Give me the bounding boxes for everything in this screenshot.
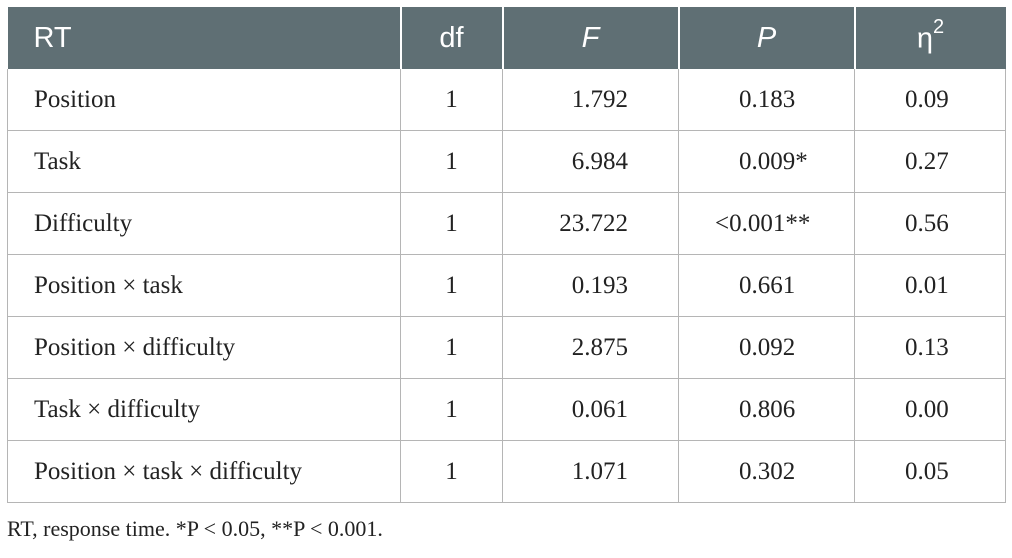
- cell-term: Task: [7, 130, 401, 193]
- cell-df: 1: [400, 254, 503, 317]
- cell-p: 0.092: [678, 316, 855, 379]
- cell-df: 1: [400, 192, 503, 255]
- header-f: F: [501, 7, 679, 69]
- cell-term: Position × difficulty: [7, 316, 401, 379]
- cell-f: 1.792: [502, 69, 679, 131]
- header-p: P: [677, 7, 855, 69]
- table-row: Task × difficulty 1 0.061 0.806 0.00: [7, 378, 1006, 441]
- table-container: RT df F P η2 Position 1 1.792 0.183 0.09…: [7, 7, 1006, 542]
- table-row: Position × task × difficulty 1 1.071 0.3…: [7, 440, 1006, 503]
- table-row: Position 1 1.792 0.183 0.09: [7, 69, 1006, 131]
- cell-df: 1: [400, 378, 503, 441]
- cell-term: Difficulty: [7, 192, 401, 255]
- cell-p: 0.661: [678, 254, 855, 317]
- cell-term: Position × task: [7, 254, 401, 317]
- table-row: Position × difficulty 1 2.875 0.092 0.13: [7, 316, 1006, 379]
- cell-eta2: 0.00: [854, 378, 1006, 441]
- header-eta-squared: η2: [853, 7, 1006, 69]
- cell-df: 1: [400, 130, 503, 193]
- anova-table: RT df F P η2 Position 1 1.792 0.183 0.09…: [7, 7, 1006, 503]
- cell-f: 23.722: [502, 192, 679, 255]
- cell-df: 1: [400, 440, 503, 503]
- table-header-row: RT df F P η2: [7, 7, 1006, 69]
- cell-eta2: 0.13: [854, 316, 1006, 379]
- cell-eta2: 0.56: [854, 192, 1006, 255]
- cell-f: 0.193: [502, 254, 679, 317]
- cell-eta2: 0.01: [854, 254, 1006, 317]
- cell-p: 0.009*: [678, 130, 855, 193]
- cell-p: <0.001**: [678, 192, 855, 255]
- cell-p: 0.302: [678, 440, 855, 503]
- table-body: Position 1 1.792 0.183 0.09 Task 1 6.984…: [7, 69, 1006, 503]
- cell-eta2: 0.05: [854, 440, 1006, 503]
- cell-eta2: 0.27: [854, 130, 1006, 193]
- cell-df: 1: [400, 69, 503, 131]
- cell-df: 1: [400, 316, 503, 379]
- cell-f: 6.984: [502, 130, 679, 193]
- cell-term: Task × difficulty: [7, 378, 401, 441]
- header-eta-sup: 2: [933, 16, 945, 39]
- cell-term: Position: [7, 69, 401, 131]
- cell-f: 0.061: [502, 378, 679, 441]
- header-eta-base: η: [916, 22, 933, 55]
- table-footnote: RT, response time. *P < 0.05, **P < 0.00…: [7, 516, 383, 541]
- header-df: df: [399, 7, 503, 69]
- header-rt: RT: [7, 7, 401, 69]
- table-row: Task 1 6.984 0.009* 0.27: [7, 130, 1006, 193]
- cell-p: 0.806: [678, 378, 855, 441]
- cell-f: 2.875: [502, 316, 679, 379]
- cell-p: 0.183: [678, 69, 855, 131]
- cell-term: Position × task × difficulty: [7, 440, 401, 503]
- table-row: Difficulty 1 23.722 <0.001** 0.56: [7, 192, 1006, 255]
- cell-f: 1.071: [502, 440, 679, 503]
- cell-eta2: 0.09: [854, 69, 1006, 131]
- table-row: Position × task 1 0.193 0.661 0.01: [7, 254, 1006, 317]
